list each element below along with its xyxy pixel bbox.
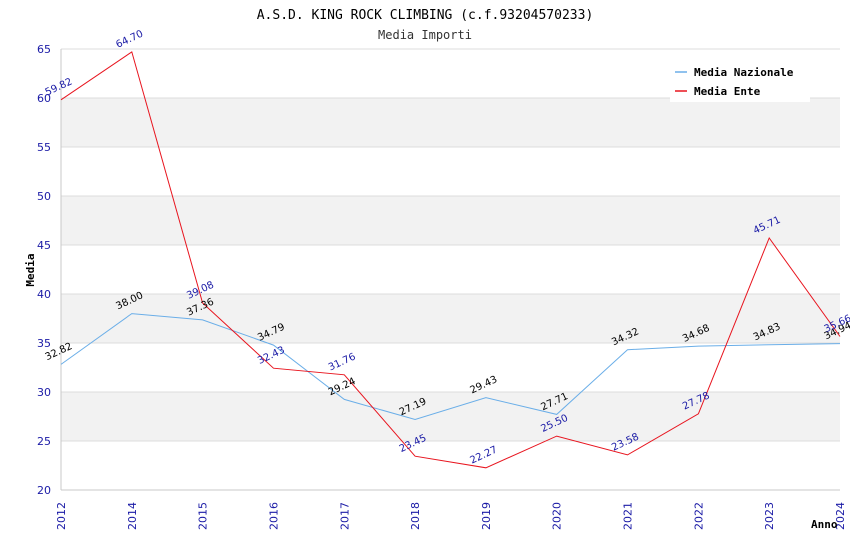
x-tick-label: 2023 [763, 502, 776, 530]
plot-band [61, 147, 840, 196]
plot-band [61, 441, 840, 490]
chart-subtitle: Media Importi [378, 28, 472, 42]
x-tick-label: 2021 [622, 502, 635, 530]
x-tick-label: 2018 [409, 502, 422, 530]
axes [60, 49, 840, 491]
plot-band [61, 245, 840, 294]
series-lines [60, 51, 841, 469]
legend-label: Media Ente [694, 85, 761, 98]
grid-lines [61, 48, 840, 491]
y-tick-label: 40 [37, 288, 51, 301]
y-tick-label: 35 [37, 337, 51, 350]
data-label: 64.70 [114, 29, 145, 51]
plot-band [61, 343, 840, 392]
x-tick-label: 2016 [267, 502, 280, 530]
x-tick-label: 2019 [480, 502, 493, 530]
y-tick-label: 55 [37, 141, 51, 154]
x-tick-label: 2022 [692, 502, 705, 530]
x-tick-label: 2014 [126, 502, 139, 530]
plot-band [61, 294, 840, 343]
x-tick-label: 2024 [834, 502, 847, 530]
y-axis-label: Media [24, 253, 37, 286]
x-tick-label: 2012 [55, 502, 68, 530]
x-tick-label: 2015 [197, 502, 210, 530]
y-tick-label: 20 [37, 484, 51, 497]
y-tick-label: 50 [37, 190, 51, 203]
y-tick-label: 30 [37, 386, 51, 399]
plot-band [61, 392, 840, 441]
y-axis-ticks: 20 25 30 35 40 45 50 55 60 65 [37, 43, 51, 497]
series-line-0 [60, 313, 841, 421]
x-tick-label: 2020 [551, 502, 564, 530]
y-tick-label: 65 [37, 43, 51, 56]
plot-background [61, 49, 840, 490]
legend: Media Nazionale Media Ente [670, 58, 810, 102]
plot-band [61, 98, 840, 147]
plot-band [61, 196, 840, 245]
y-tick-label: 60 [37, 92, 51, 105]
legend-box [670, 58, 810, 102]
x-axis-label: Anno [811, 518, 838, 531]
chart-title: A.S.D. KING ROCK CLIMBING (c.f.932045702… [257, 8, 594, 23]
y-tick-label: 45 [37, 239, 51, 252]
legend-label: Media Nazionale [694, 66, 794, 79]
x-axis-ticks: 2012 2014 2015 2016 2017 2018 2019 2020 2021 2022… [55, 502, 847, 530]
x-tick-label: 2017 [338, 502, 351, 530]
y-tick-label: 25 [37, 435, 51, 448]
series-line-1 [60, 51, 841, 469]
